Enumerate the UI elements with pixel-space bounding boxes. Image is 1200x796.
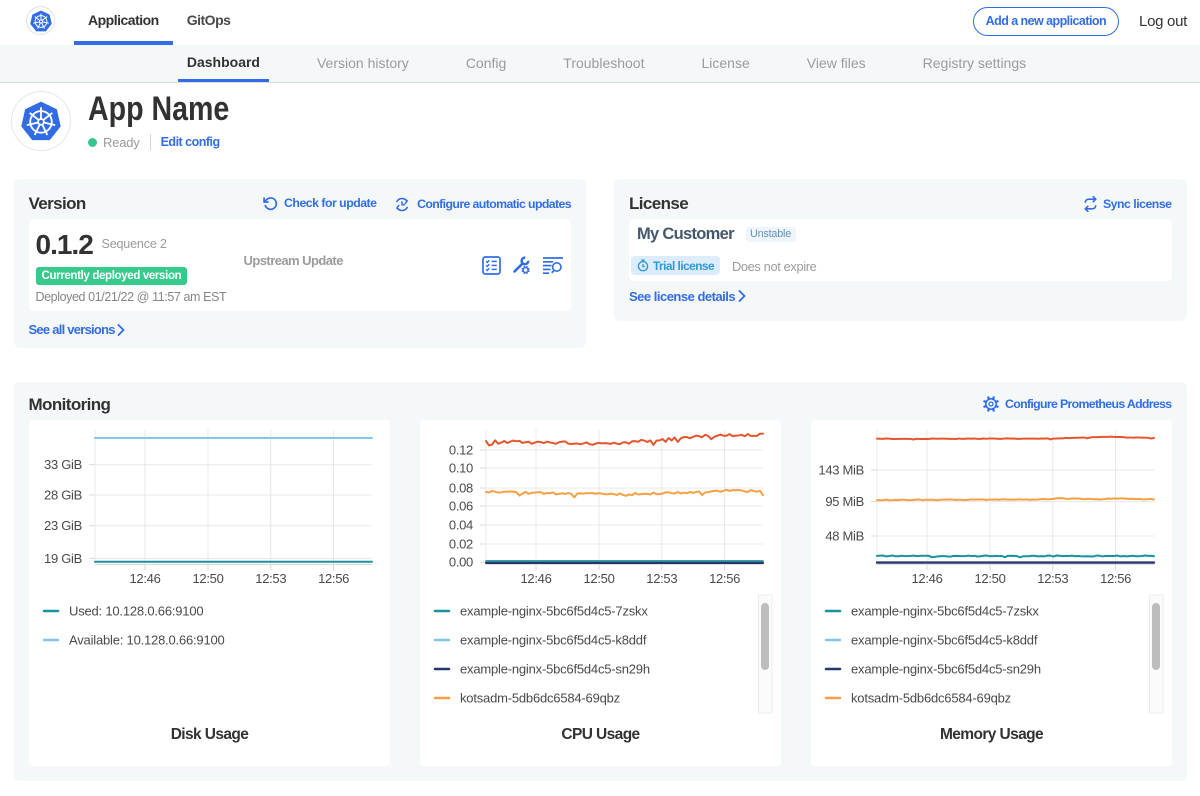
svg-text:Used: 10.128.0.66:9100: Used: 10.128.0.66:9100 <box>69 604 203 619</box>
svg-text:143 MiB: 143 MiB <box>818 463 864 478</box>
svg-text:23 GiB: 23 GiB <box>44 518 82 533</box>
svg-text:12:56: 12:56 <box>318 571 349 586</box>
svg-text:0.08: 0.08 <box>448 481 472 496</box>
svg-text:12:56: 12:56 <box>1100 571 1131 586</box>
svg-text:0.06: 0.06 <box>448 499 472 514</box>
svg-text:12:46: 12:46 <box>129 571 160 586</box>
svg-text:example-nginx-5bc6f5d4c5-k8ddf: example-nginx-5bc6f5d4c5-k8ddf <box>851 633 1038 648</box>
svg-text:example-nginx-5bc6f5d4c5-7zskx: example-nginx-5bc6f5d4c5-7zskx <box>851 604 1039 619</box>
svg-text:12:50: 12:50 <box>192 571 223 586</box>
svg-text:12:53: 12:53 <box>1037 571 1068 586</box>
svg-text:12:46: 12:46 <box>520 571 551 586</box>
svg-text:example-nginx-5bc6f5d4c5-sn29h: example-nginx-5bc6f5d4c5-sn29h <box>851 662 1041 677</box>
svg-text:0.02: 0.02 <box>448 537 472 552</box>
svg-text:12:50: 12:50 <box>974 571 1005 586</box>
svg-text:example-nginx-5bc6f5d4c5-7zskx: example-nginx-5bc6f5d4c5-7zskx <box>460 604 648 619</box>
svg-text:12:46: 12:46 <box>911 571 942 586</box>
svg-text:28 GiB: 28 GiB <box>44 488 82 503</box>
svg-text:kotsadm-5db6dc6584-69qbz: kotsadm-5db6dc6584-69qbz <box>460 691 620 706</box>
svg-text:Available: 10.128.0.66:9100: Available: 10.128.0.66:9100 <box>69 633 225 648</box>
svg-text:kotsadm-5db6dc6584-69qbz: kotsadm-5db6dc6584-69qbz <box>851 691 1011 706</box>
svg-text:Disk Usage: Disk Usage <box>170 726 249 743</box>
svg-text:0.04: 0.04 <box>448 518 472 533</box>
svg-text:12:53: 12:53 <box>255 571 286 586</box>
svg-text:example-nginx-5bc6f5d4c5-sn29h: example-nginx-5bc6f5d4c5-sn29h <box>460 662 650 677</box>
svg-text:0.10: 0.10 <box>448 461 472 476</box>
svg-text:CPU Usage: CPU Usage <box>561 726 640 743</box>
svg-text:Memory Usage: Memory Usage <box>939 726 1043 743</box>
svg-text:example-nginx-5bc6f5d4c5-k8ddf: example-nginx-5bc6f5d4c5-k8ddf <box>460 633 647 648</box>
svg-text:95 MiB: 95 MiB <box>825 494 864 509</box>
svg-text:12:56: 12:56 <box>709 571 740 586</box>
svg-text:12:53: 12:53 <box>646 571 677 586</box>
svg-text:12:50: 12:50 <box>583 571 614 586</box>
svg-text:0.12: 0.12 <box>448 443 472 458</box>
svg-text:19 GiB: 19 GiB <box>44 551 82 566</box>
svg-text:0.00: 0.00 <box>448 555 472 570</box>
svg-text:33 GiB: 33 GiB <box>44 457 82 472</box>
svg-text:48 MiB: 48 MiB <box>825 529 864 544</box>
